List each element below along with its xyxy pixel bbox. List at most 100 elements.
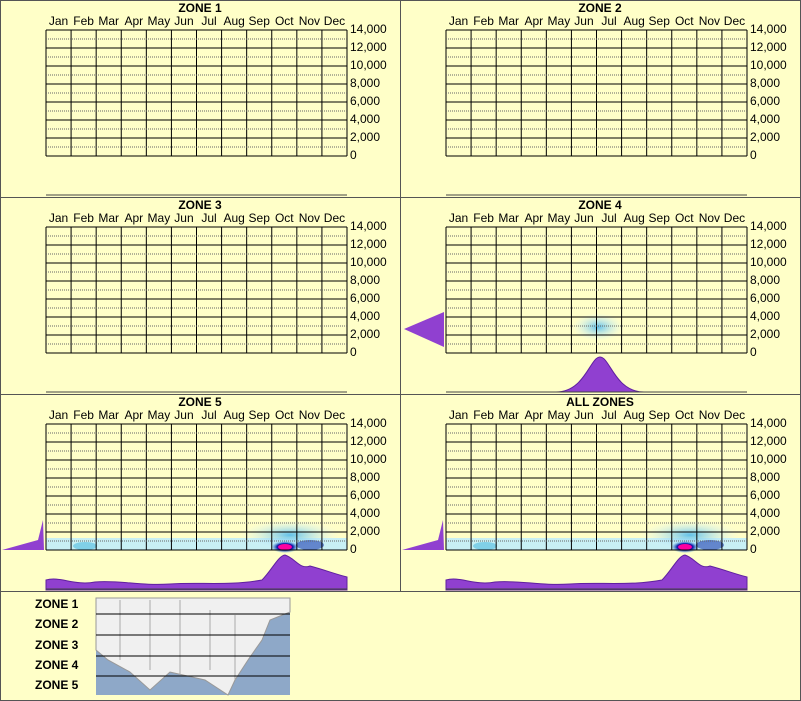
x-tick-label: Aug xyxy=(223,14,244,28)
y-tick-label: 4,000 xyxy=(750,506,780,520)
x-tick-label: Apr xyxy=(524,408,543,422)
y-tick-label: 12,000 xyxy=(350,434,387,448)
zone-label: ZONE 1 xyxy=(35,597,79,611)
x-tick-label: Nov xyxy=(299,408,320,422)
y-tick-label: 8,000 xyxy=(750,470,780,484)
y-tick-label: 4,000 xyxy=(750,112,780,126)
y-tick-label: 0 xyxy=(350,345,357,359)
y-tick-label: 14,000 xyxy=(750,416,787,430)
x-tick-label: Oct xyxy=(275,408,294,422)
x-tick-label: Aug xyxy=(623,14,644,28)
panel-title: ZONE 5 xyxy=(178,395,222,409)
panel-title: ZONE 2 xyxy=(578,1,622,15)
x-tick-label: Feb xyxy=(473,14,494,28)
x-tick-label: Aug xyxy=(623,211,644,225)
panel-title: ZONE 3 xyxy=(178,198,222,212)
y-tick-label: 10,000 xyxy=(750,255,787,269)
y-tick-label: 10,000 xyxy=(350,255,387,269)
y-tick-label: 6,000 xyxy=(350,488,380,502)
x-tick-label: Oct xyxy=(275,211,294,225)
x-tick-label: Mar xyxy=(98,408,119,422)
zone-label: ZONE 2 xyxy=(35,617,79,631)
y-tick-label: 6,000 xyxy=(750,488,780,502)
panel-title: ALL ZONES xyxy=(566,395,634,409)
x-tick-label: Sep xyxy=(249,14,271,28)
y-tick-label: 8,000 xyxy=(350,76,380,90)
x-tick-label: May xyxy=(548,408,571,422)
x-tick-label: May xyxy=(148,14,171,28)
y-tick-label: 2,000 xyxy=(350,130,380,144)
x-tick-label: Apr xyxy=(124,14,143,28)
x-tick-label: Jan xyxy=(449,408,468,422)
y-tick-label: 12,000 xyxy=(350,40,387,54)
x-tick-label: Aug xyxy=(223,408,244,422)
x-tick-label: Sep xyxy=(249,211,271,225)
x-tick-label: May xyxy=(148,408,171,422)
x-tick-label: Apr xyxy=(524,14,543,28)
x-tick-label: Jul xyxy=(201,14,216,28)
x-tick-label: Nov xyxy=(299,211,320,225)
x-tick-label: Dec xyxy=(324,408,345,422)
x-tick-label: Jul xyxy=(201,211,216,225)
x-tick-label: Oct xyxy=(675,14,694,28)
y-tick-label: 8,000 xyxy=(750,273,780,287)
x-tick-label: Jun xyxy=(574,211,593,225)
y-tick-label: 14,000 xyxy=(350,22,387,36)
x-tick-label: Oct xyxy=(675,408,694,422)
y-tick-label: 2,000 xyxy=(750,327,780,341)
y-tick-label: 6,000 xyxy=(750,291,780,305)
x-tick-label: Sep xyxy=(649,14,671,28)
x-tick-label: Jun xyxy=(574,408,593,422)
zone-map xyxy=(95,597,291,696)
x-tick-label: Jul xyxy=(601,211,616,225)
x-tick-label: Dec xyxy=(324,14,345,28)
x-tick-label: May xyxy=(148,211,171,225)
x-tick-label: Jun xyxy=(174,211,193,225)
y-tick-label: 0 xyxy=(750,345,757,359)
y-tick-label: 12,000 xyxy=(350,237,387,251)
y-tick-label: 0 xyxy=(750,148,757,162)
panel-title: ZONE 1 xyxy=(178,1,222,15)
x-tick-label: Aug xyxy=(223,211,244,225)
y-tick-label: 2,000 xyxy=(750,524,780,538)
x-tick-label: Mar xyxy=(498,408,519,422)
y-tick-label: 14,000 xyxy=(350,219,387,233)
x-tick-label: Mar xyxy=(98,211,119,225)
y-tick-label: 8,000 xyxy=(350,470,380,484)
y-tick-label: 2,000 xyxy=(750,130,780,144)
y-tick-label: 0 xyxy=(750,542,757,556)
x-tick-label: Feb xyxy=(73,408,94,422)
y-tick-label: 2,000 xyxy=(350,327,380,341)
x-tick-label: Jul xyxy=(601,408,616,422)
y-tick-label: 4,000 xyxy=(350,506,380,520)
y-tick-label: 12,000 xyxy=(750,237,787,251)
y-tick-label: 6,000 xyxy=(350,94,380,108)
x-tick-label: Feb xyxy=(73,211,94,225)
y-tick-label: 10,000 xyxy=(350,452,387,466)
y-tick-label: 6,000 xyxy=(750,94,780,108)
zone4-density xyxy=(404,312,645,393)
y-tick-label: 4,000 xyxy=(750,309,780,323)
x-tick-label: Dec xyxy=(724,408,745,422)
x-tick-label: Mar xyxy=(498,14,519,28)
x-tick-label: May xyxy=(548,211,571,225)
x-tick-label: Jan xyxy=(49,211,68,225)
x-tick-label: Jun xyxy=(574,14,593,28)
x-tick-label: Nov xyxy=(699,211,720,225)
y-tick-label: 6,000 xyxy=(350,291,380,305)
y-tick-label: 10,000 xyxy=(350,58,387,72)
x-tick-label: Sep xyxy=(649,408,671,422)
y-tick-label: 10,000 xyxy=(750,58,787,72)
y-tick-label: 14,000 xyxy=(750,22,787,36)
x-tick-label: Nov xyxy=(299,14,320,28)
x-tick-label: Mar xyxy=(98,14,119,28)
x-tick-label: Feb xyxy=(473,408,494,422)
y-tick-label: 14,000 xyxy=(750,219,787,233)
zone-label: ZONE 5 xyxy=(35,678,79,692)
x-tick-label: Dec xyxy=(324,211,345,225)
y-tick-label: 10,000 xyxy=(750,452,787,466)
y-tick-label: 4,000 xyxy=(350,112,380,126)
panel-title: ZONE 4 xyxy=(578,198,622,212)
x-tick-label: Jul xyxy=(201,408,216,422)
y-tick-label: 14,000 xyxy=(350,416,387,430)
